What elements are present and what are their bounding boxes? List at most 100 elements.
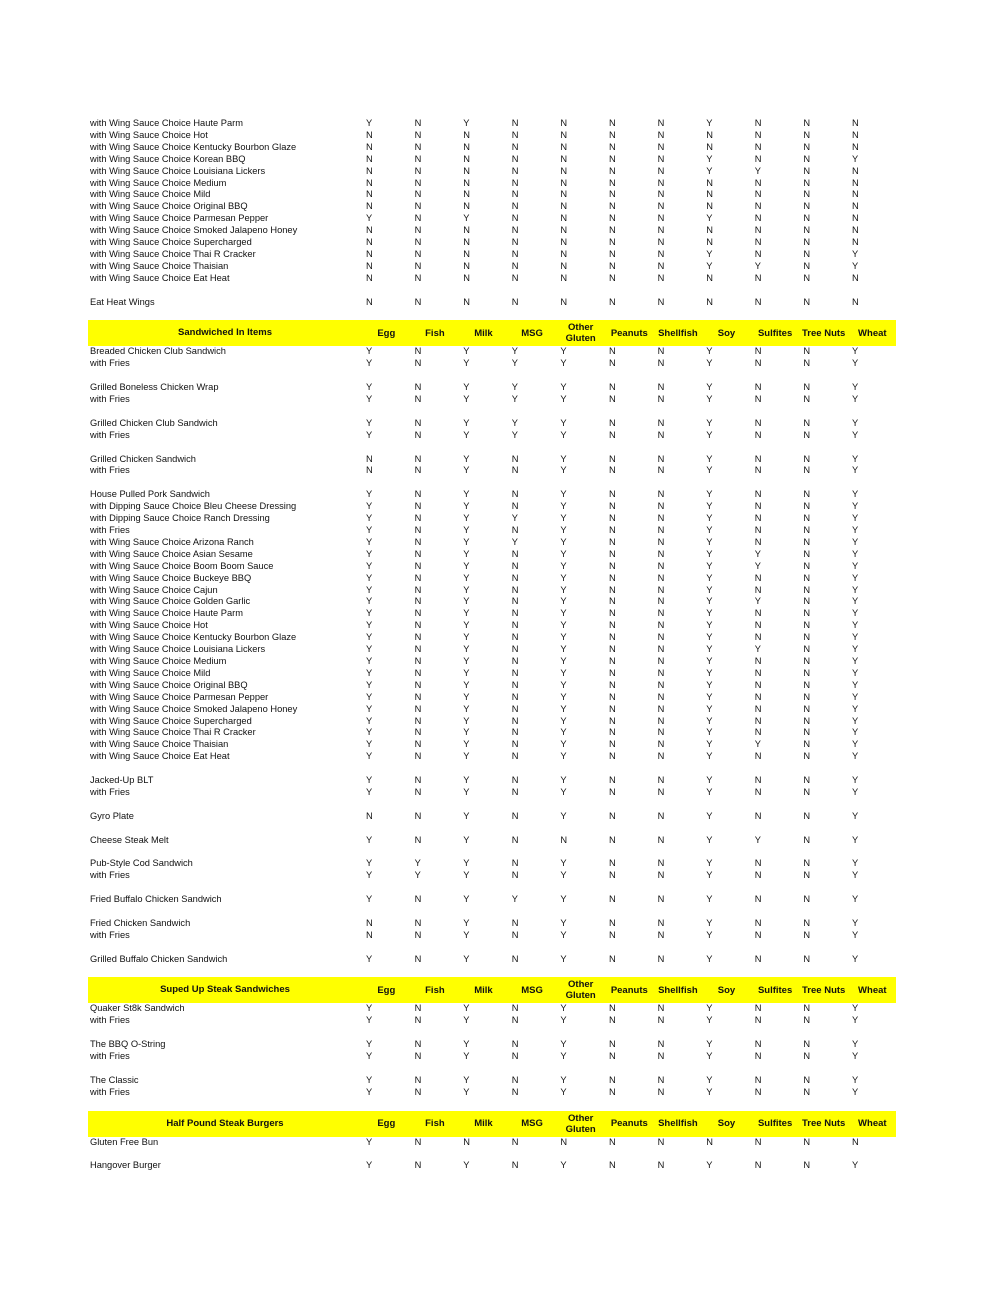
allergen-value: N bbox=[754, 189, 762, 200]
allergen-value: N bbox=[754, 453, 762, 464]
table-row: with Fries Y N Y Y Y N N Y N N Y bbox=[88, 394, 896, 406]
item-name: with Fries bbox=[90, 525, 130, 535]
table-row: with Wing Sauce Choice Smoked Jalapeno H… bbox=[88, 704, 896, 716]
allergen-value: N bbox=[609, 703, 616, 714]
allergen-value: N bbox=[560, 834, 568, 845]
item-name: with Wing Sauce Choice Cajun bbox=[90, 584, 218, 595]
allergen-value: Y bbox=[463, 346, 470, 357]
allergen-value: N bbox=[609, 141, 616, 152]
allergen-value: N bbox=[609, 679, 616, 690]
item-name: with Wing Sauce Choice Thaisian bbox=[90, 739, 229, 750]
column-header: Egg bbox=[377, 984, 396, 996]
allergen-value: Y bbox=[706, 786, 713, 797]
allergen-value: N bbox=[609, 870, 616, 881]
allergen-value: N bbox=[657, 786, 665, 797]
allergen-value: N bbox=[511, 810, 519, 821]
allergen-value: N bbox=[366, 810, 373, 821]
table-row: with Wing Sauce Choice Parmesan Pepper Y N… bbox=[88, 213, 896, 225]
allergen-value: N bbox=[803, 225, 811, 236]
allergen-value: N bbox=[414, 225, 422, 236]
allergen-value: Y bbox=[560, 453, 567, 464]
allergen-table: with Wing Sauce Choice Haute Parm Y N Y N N N N… bbox=[88, 118, 896, 1172]
allergen-value: Y bbox=[852, 429, 859, 440]
table-row: with Wing Sauce Choice Hot N N N N N N N N N N N bbox=[88, 130, 896, 142]
allergen-value: N bbox=[560, 260, 568, 271]
allergen-value: N bbox=[609, 513, 616, 524]
allergen-value: N bbox=[414, 272, 422, 283]
allergen-value: Y bbox=[852, 1039, 859, 1050]
allergen-value: N bbox=[511, 272, 519, 283]
allergen-value: N bbox=[657, 213, 665, 224]
item-name: with Fries bbox=[90, 1015, 130, 1026]
allergen-value: Y bbox=[706, 548, 713, 559]
allergen-value: N bbox=[754, 382, 762, 393]
allergen-value: Y bbox=[463, 489, 470, 500]
allergen-value: N bbox=[414, 129, 422, 140]
allergen-value: Y bbox=[560, 667, 567, 678]
allergen-value: N bbox=[609, 237, 616, 248]
item-name: with Wing Sauce Choice Smoked Jalapeno H… bbox=[90, 703, 298, 714]
allergen-value: Y bbox=[366, 513, 373, 524]
allergen-value: N bbox=[803, 727, 811, 738]
allergen-value: N bbox=[754, 1051, 762, 1062]
allergen-value: N bbox=[803, 596, 811, 607]
column-header: Milk bbox=[474, 327, 493, 339]
allergen-value: Y bbox=[706, 679, 713, 690]
allergen-value: N bbox=[366, 453, 373, 464]
spacer bbox=[88, 1063, 896, 1075]
allergen-value: Y bbox=[463, 596, 470, 607]
allergen-value: N bbox=[414, 917, 422, 928]
allergen-value: N bbox=[803, 118, 811, 128]
allergen-value: N bbox=[511, 667, 519, 678]
allergen-value: N bbox=[463, 237, 470, 248]
allergen-value: Y bbox=[706, 929, 713, 940]
allergen-value: N bbox=[463, 165, 470, 176]
allergen-value: N bbox=[609, 894, 616, 905]
allergen-value: Y bbox=[560, 632, 567, 643]
allergen-value: N bbox=[414, 260, 422, 271]
allergen-value: N bbox=[609, 1086, 616, 1097]
table-row: Grilled Chicken Sandwich N N Y N Y N N Y N N Y bbox=[88, 454, 896, 466]
allergen-value: N bbox=[803, 810, 811, 821]
allergen-value: Y bbox=[852, 260, 859, 271]
allergen-value: Y bbox=[852, 953, 859, 964]
allergen-value: N bbox=[511, 153, 519, 164]
allergen-value: N bbox=[706, 225, 713, 236]
allergen-value: Y bbox=[366, 118, 373, 128]
allergen-value: N bbox=[657, 1003, 665, 1014]
allergen-value: N bbox=[511, 620, 519, 631]
allergen-value: N bbox=[657, 141, 665, 152]
table-row: with Wing Sauce Choice Supercharged N N N N N… bbox=[88, 237, 896, 249]
item-name: with Wing Sauce Choice Hot bbox=[90, 620, 208, 631]
allergen-value: N bbox=[657, 118, 665, 128]
allergen-value: Y bbox=[560, 548, 567, 559]
allergen-value: Y bbox=[852, 739, 859, 750]
allergen-value: N bbox=[803, 382, 811, 393]
allergen-value: Y bbox=[366, 1086, 373, 1097]
allergen-value: N bbox=[511, 715, 519, 726]
allergen-value: N bbox=[414, 296, 422, 307]
allergen-value: N bbox=[609, 929, 616, 940]
allergen-value: Y bbox=[560, 417, 567, 428]
allergen-value: N bbox=[754, 894, 762, 905]
allergen-value: Y bbox=[463, 655, 470, 666]
item-name: with Wing Sauce Choice Thai R Cracker bbox=[90, 248, 256, 259]
allergen-value: Y bbox=[852, 1160, 859, 1171]
allergen-value: N bbox=[511, 248, 519, 259]
item-name: with Wing Sauce Choice Louisiana Lickers bbox=[90, 165, 266, 176]
allergen-value: N bbox=[609, 272, 616, 283]
allergen-value: Y bbox=[463, 834, 470, 845]
allergen-value: N bbox=[511, 953, 519, 964]
allergen-value: N bbox=[803, 213, 811, 224]
allergen-value: Y bbox=[852, 525, 859, 535]
column-header: Fish bbox=[425, 327, 445, 339]
section-header: Sandwiched In Items Egg Fish Milk MSG Other Gl… bbox=[88, 320, 896, 347]
allergen-value: N bbox=[852, 237, 859, 248]
allergen-value: Y bbox=[463, 465, 470, 476]
spacer bbox=[88, 846, 896, 858]
allergen-value: N bbox=[706, 177, 713, 188]
allergen-value: N bbox=[657, 417, 665, 428]
item-name: Hangover Burger bbox=[90, 1160, 161, 1171]
allergen-value: Y bbox=[706, 429, 713, 440]
spacer bbox=[88, 477, 896, 489]
